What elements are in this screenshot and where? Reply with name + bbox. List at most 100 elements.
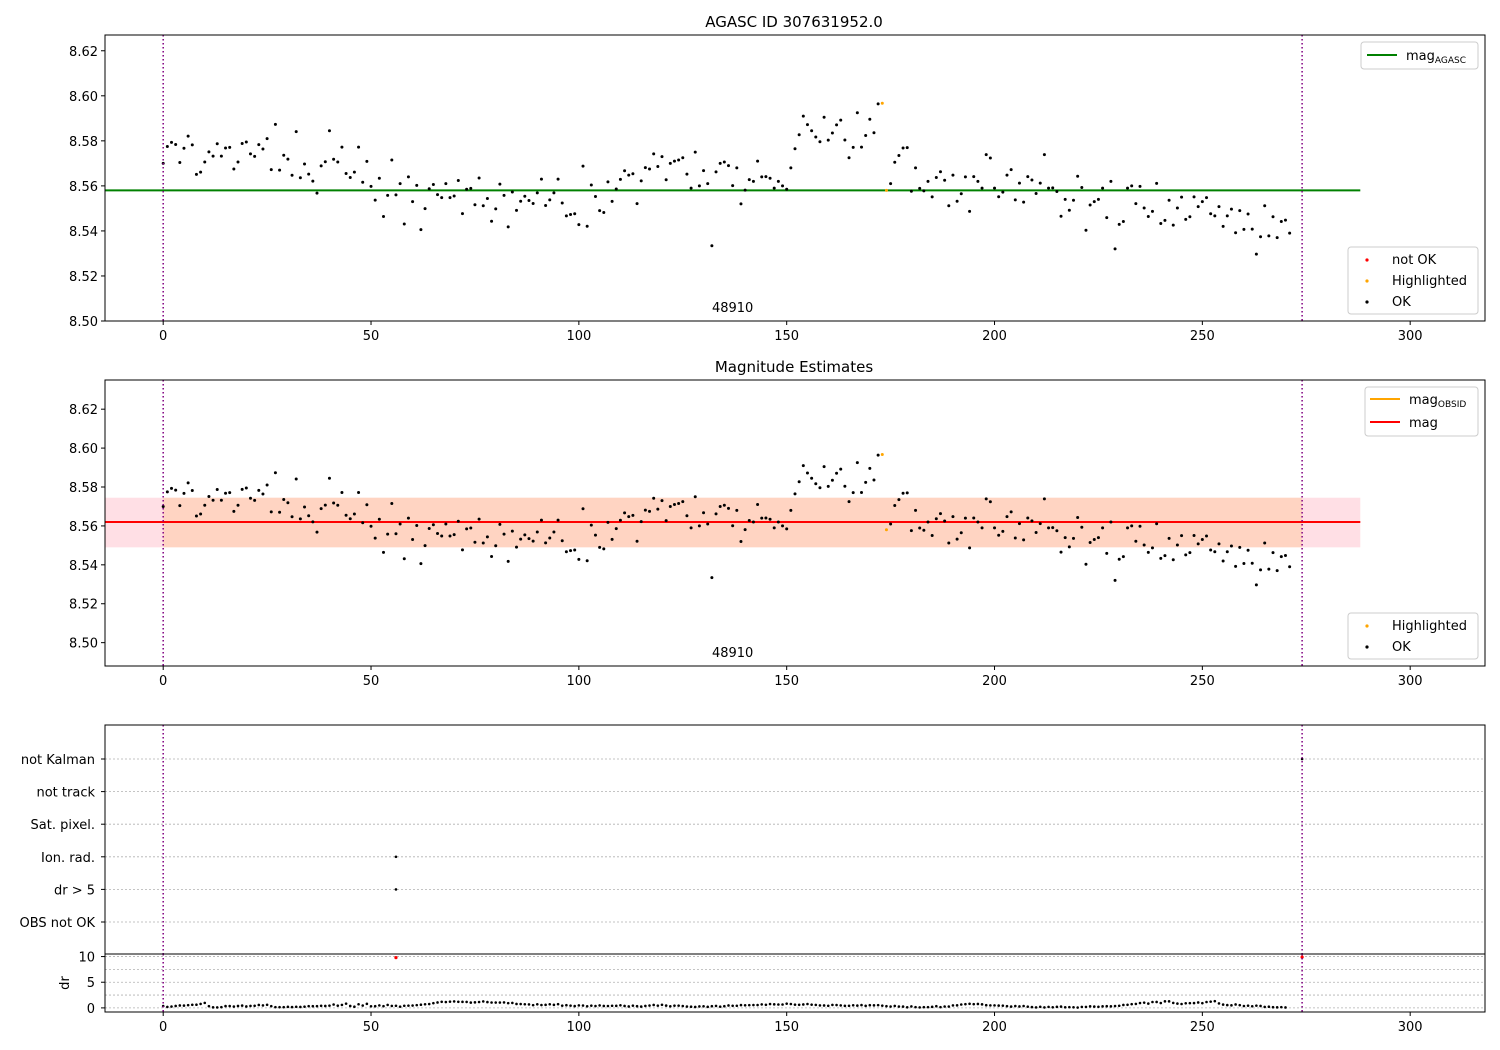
ok-point <box>531 539 535 543</box>
ok-point <box>1163 218 1167 222</box>
ok-point <box>1105 551 1109 555</box>
ok-point <box>311 520 315 524</box>
ok-point <box>573 212 577 216</box>
dr-point <box>581 1004 585 1007</box>
dr-point <box>1151 1000 1154 1004</box>
dr-point <box>228 1004 231 1008</box>
ok-point <box>951 173 955 177</box>
dr-point <box>390 1004 394 1008</box>
ok-point <box>1175 543 1179 547</box>
ok-point <box>253 498 257 502</box>
x-tick-label: 150 <box>774 329 799 344</box>
dr-point <box>1217 1002 1221 1005</box>
x-tick-label: 0 <box>159 674 167 689</box>
dr-point <box>1259 1004 1262 1008</box>
dr-point <box>220 1005 223 1009</box>
dr-point <box>760 1003 764 1006</box>
ok-point <box>365 503 369 507</box>
dr-point <box>1038 1005 1042 1009</box>
dr-point <box>702 1005 705 1008</box>
ok-point <box>760 516 764 520</box>
ok-point <box>1142 206 1146 210</box>
ok-point <box>203 503 207 507</box>
ok-point <box>631 513 635 517</box>
dr-point <box>689 1005 693 1009</box>
ok-point <box>1155 181 1159 185</box>
ok-point <box>170 486 174 490</box>
ok-point <box>997 533 1001 537</box>
ok-point <box>938 512 942 516</box>
dr-point <box>1213 999 1217 1003</box>
ok-point <box>772 186 776 190</box>
ok-point <box>577 557 581 561</box>
dr-point <box>693 1005 697 1009</box>
dr-point <box>872 1004 876 1007</box>
ok-point <box>1005 173 1009 177</box>
y-tick-label: 8.54 <box>69 559 98 574</box>
dr-point <box>905 1005 909 1009</box>
dr-point <box>556 1002 560 1006</box>
ok-point <box>502 532 506 536</box>
dr-point <box>876 1003 880 1007</box>
ok-point <box>776 520 780 524</box>
dr-point <box>1092 1005 1096 1008</box>
ok-point <box>361 180 365 184</box>
ok-point <box>1034 531 1038 535</box>
ok-point <box>357 145 361 149</box>
ok-point <box>344 513 348 517</box>
ok-point <box>768 176 772 180</box>
ok-point <box>706 182 710 186</box>
ok-point <box>1279 555 1283 559</box>
ok-point <box>656 507 660 511</box>
dr-point <box>972 1002 976 1006</box>
dr-point <box>577 1004 581 1007</box>
ok-point <box>1171 223 1175 227</box>
dr-point <box>1267 1005 1271 1009</box>
ok-point <box>456 178 460 182</box>
ok-point <box>702 511 706 515</box>
ok-point <box>668 161 672 165</box>
dr-point <box>918 1006 921 1009</box>
y-tick-label: 0 <box>87 1002 95 1017</box>
ok-point <box>1092 200 1096 204</box>
ok-point <box>764 516 768 520</box>
dr-not-ok-point <box>1300 955 1304 959</box>
obsid-label: 48910 <box>712 646 753 661</box>
dr-point <box>307 1004 310 1008</box>
y-tick-label: 8.54 <box>69 225 98 240</box>
dr-point <box>340 1003 344 1007</box>
ok-point <box>440 196 444 200</box>
y-tick-label: 8.62 <box>69 45 98 60</box>
dr-point <box>660 1003 664 1007</box>
ok-point <box>373 198 377 202</box>
ok-point <box>905 491 909 495</box>
ok-point <box>1209 212 1213 216</box>
ok-point <box>909 529 913 533</box>
ok-point <box>785 527 789 531</box>
ok-point <box>1038 181 1042 185</box>
ok-point <box>564 550 568 554</box>
dr-point <box>1230 1004 1233 1007</box>
ok-point <box>781 184 785 188</box>
ok-point <box>739 539 743 543</box>
dr-point <box>1234 1003 1237 1006</box>
ok-point <box>648 167 652 171</box>
ok-point <box>1229 207 1233 211</box>
x-tick-label: 250 <box>1190 1020 1215 1035</box>
dr-point <box>930 1005 934 1009</box>
dr-point <box>939 1005 942 1009</box>
ok-point <box>1067 545 1071 549</box>
dr-point <box>1263 1005 1266 1009</box>
ok-point <box>1088 203 1092 207</box>
dr-point <box>402 1004 406 1008</box>
dr-point <box>398 1005 402 1008</box>
dr-point <box>1159 1001 1163 1005</box>
ok-point <box>1150 546 1154 550</box>
ok-point <box>465 527 469 531</box>
ok-point <box>776 179 780 183</box>
dr-point <box>868 1003 872 1007</box>
ok-point <box>548 198 552 202</box>
ok-point <box>756 503 760 507</box>
ok-point <box>1126 186 1130 190</box>
ok-point <box>864 480 868 484</box>
